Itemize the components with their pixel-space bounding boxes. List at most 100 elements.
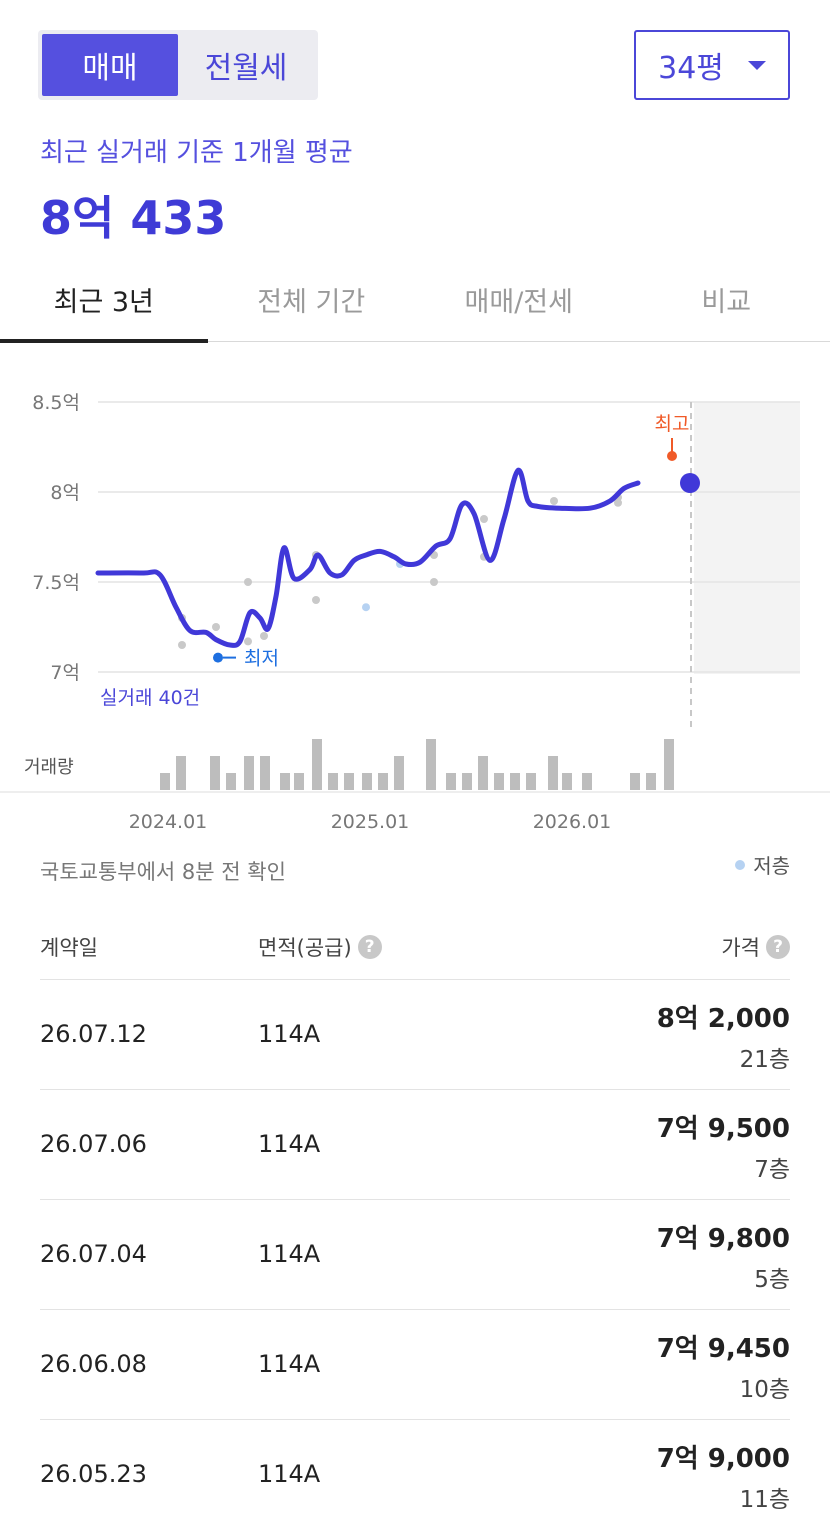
trade-point — [178, 641, 186, 649]
trade-point — [614, 498, 622, 507]
volume-bar — [344, 773, 354, 790]
x-tick-label: 2025.01 — [331, 811, 410, 833]
volume-bar — [664, 739, 674, 790]
volume-bar — [294, 773, 304, 790]
max-marker-label: 최고 — [655, 413, 690, 435]
trade-type-toggle: 매매 전월세 — [38, 30, 318, 100]
volume-bar — [446, 773, 456, 790]
average-price: 8억 433 — [40, 191, 227, 245]
trade-count-label: 실거래 40건 — [100, 687, 200, 709]
volume-axis-label: 거래량 — [24, 757, 74, 778]
volume-bar — [176, 756, 186, 790]
low-floor-dot-icon — [735, 859, 746, 870]
volume-bar — [378, 773, 388, 790]
y-tick-label: 7억 — [50, 662, 80, 684]
volume-bar — [226, 773, 236, 790]
table-row[interactable]: 26.06.08 114A 7억 9,450 10층 — [40, 1310, 790, 1420]
row-floor: 7층 — [754, 1157, 790, 1183]
trade-point — [550, 497, 558, 505]
row-price: 7억 9,800 — [656, 1224, 790, 1254]
future-area-shade — [694, 402, 800, 674]
current-price-marker — [680, 473, 700, 493]
table-row[interactable]: 26.07.06 114A 7억 9,500 7층 — [40, 1090, 790, 1200]
header-date: 계약일 — [40, 932, 98, 962]
volume-bar — [462, 773, 472, 790]
y-tick-label: 8.5억 — [32, 392, 80, 414]
volume-bar — [426, 739, 436, 790]
row-floor: 11층 — [739, 1487, 790, 1513]
volume-bar — [582, 773, 592, 790]
data-source-note: 국토교통부에서 8분 전 확인 — [40, 860, 286, 884]
tab-recent-3y[interactable]: 최근 3년 — [0, 258, 208, 343]
trade-point — [244, 578, 252, 586]
row-area: 114A — [258, 1130, 321, 1158]
table-row[interactable]: 26.05.23 114A 7억 9,000 11층 — [40, 1420, 790, 1530]
row-date: 26.07.12 — [40, 1020, 147, 1048]
volume-bar — [548, 756, 558, 790]
low-floor-legend: 저층 — [735, 850, 790, 879]
row-floor: 5층 — [754, 1267, 790, 1293]
low-floor-legend-label: 저층 — [753, 854, 790, 878]
volume-bar — [328, 773, 338, 790]
volume-bar — [312, 739, 322, 790]
trade-point — [212, 623, 220, 631]
volume-bar — [362, 773, 372, 790]
help-icon[interactable]: ? — [766, 935, 790, 959]
row-area: 114A — [258, 1020, 321, 1048]
volume-bar — [160, 773, 170, 790]
period-tabs: 최근 3년 전체 기간 매매/전세 비교 — [0, 258, 830, 343]
tab-sale-jeonse[interactable]: 매매/전세 — [464, 287, 573, 318]
rent-toggle-button[interactable]: 전월세 — [204, 51, 288, 86]
x-axis-ticks: 2024.01 2025.01 2026.01 — [129, 811, 612, 833]
row-date: 26.07.06 — [40, 1130, 147, 1158]
size-select-value: 34평 — [658, 51, 724, 86]
y-tick-label: 8억 — [50, 482, 80, 504]
trade-point — [430, 578, 438, 586]
max-marker-dot — [667, 451, 677, 461]
header-price: 가격 ? — [721, 932, 790, 962]
row-area: 114A — [258, 1240, 321, 1268]
trade-point — [312, 596, 320, 604]
transactions-list: 26.07.12 114A 8억 2,000 21층 26.07.06 114A… — [40, 980, 790, 1530]
volume-bars — [160, 739, 674, 790]
trade-point — [362, 603, 370, 612]
row-price: 7억 9,000 — [656, 1444, 790, 1474]
row-area: 114A — [258, 1460, 321, 1488]
header-date-label: 계약일 — [40, 936, 98, 960]
row-date: 26.07.04 — [40, 1240, 147, 1268]
x-tick-label: 2026.01 — [533, 811, 612, 833]
volume-bar — [244, 756, 254, 790]
row-price: 7억 9,450 — [656, 1334, 790, 1364]
row-area: 114A — [258, 1350, 321, 1378]
volume-bar — [260, 756, 270, 790]
table-row[interactable]: 26.07.04 114A 7억 9,800 5층 — [40, 1200, 790, 1310]
size-select[interactable]: 34평 — [634, 30, 790, 100]
header-area: 면적(공급) ? — [258, 932, 382, 962]
row-floor: 10층 — [739, 1377, 790, 1403]
volume-bar — [210, 756, 220, 790]
volume-bar — [646, 773, 656, 790]
volume-bar — [494, 773, 504, 790]
trade-point — [244, 637, 252, 646]
help-icon[interactable]: ? — [357, 935, 382, 959]
min-marker-label: 최저 — [244, 648, 279, 670]
transactions-table-header: 계약일 면적(공급) ? 가격 ? — [40, 920, 790, 980]
tab-compare[interactable]: 비교 — [701, 287, 752, 318]
sale-toggle-button[interactable]: 매매 — [42, 34, 178, 96]
volume-bar — [526, 773, 536, 790]
table-row[interactable]: 26.07.12 114A 8억 2,000 21층 — [40, 980, 790, 1090]
row-floor: 21층 — [739, 1047, 790, 1073]
min-marker-dot — [213, 652, 223, 663]
row-price: 8억 2,000 — [656, 1004, 790, 1034]
y-axis-ticks: 8.5억 8억 7.5억 7억 — [32, 392, 80, 684]
volume-bar — [562, 773, 572, 790]
volume-bar — [510, 773, 520, 790]
average-label: 최근 실거래 기준 1개월 평균 — [40, 138, 353, 168]
tab-all-period[interactable]: 전체 기간 — [257, 287, 366, 318]
volume-bar — [394, 756, 404, 790]
header-area-label: 면적(공급) — [258, 936, 352, 960]
row-date: 26.06.08 — [40, 1350, 147, 1378]
chart-grid — [98, 401, 800, 673]
